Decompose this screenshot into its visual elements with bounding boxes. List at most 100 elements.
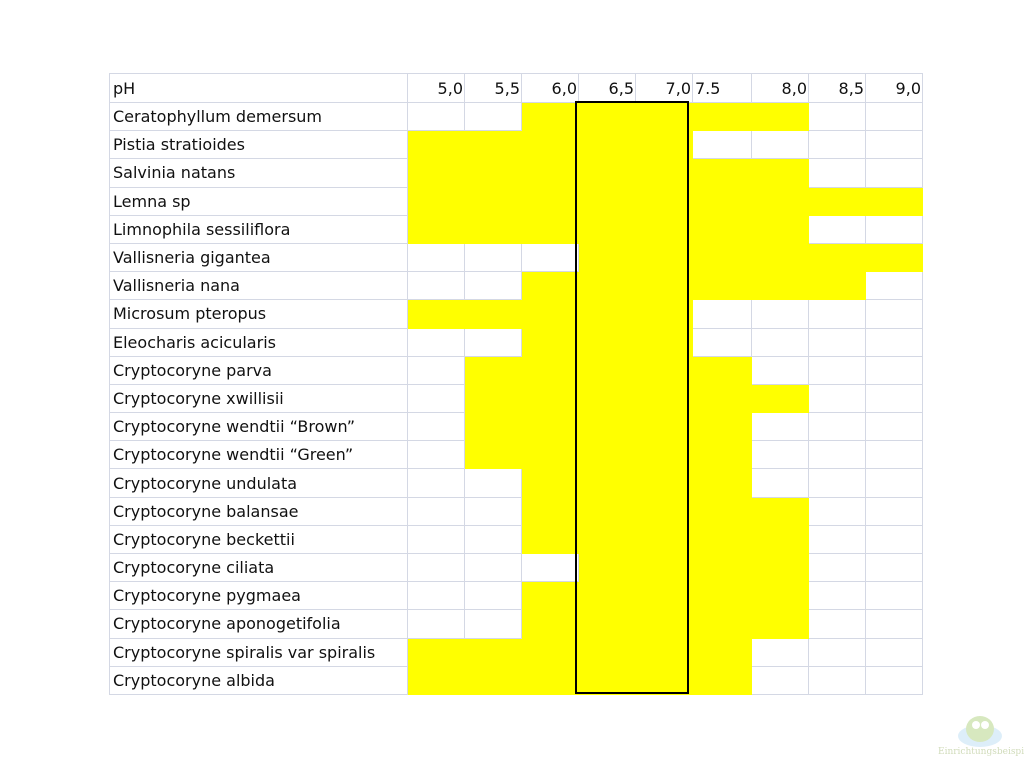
plant-name: Cryptocoryne ciliata [109,552,408,583]
tolerated-cell [521,130,579,160]
tolerated-cell [692,552,752,583]
tolerated-cell [578,158,636,188]
tolerated-cell [635,271,693,301]
empty-cell [464,327,522,357]
tolerated-cell [635,609,693,639]
tolerated-cell [865,242,923,273]
tolerated-cell [635,665,693,695]
empty-cell [464,552,522,583]
header-label: pH [109,73,408,103]
plant-name: Cryptocoryne wendtii “Brown” [109,412,408,442]
tolerated-cell [521,214,579,244]
plant-name: Lemna sp [109,186,408,216]
tolerated-cell [751,496,809,526]
tolerated-cell [578,271,636,301]
empty-cell [865,468,923,498]
tolerated-cell [692,637,752,667]
empty-cell [865,101,923,132]
tolerated-cell [407,637,465,667]
header-row: pH 5,0 5,5 6,0 6,5 7,0 7.5 8,0 8,5 9,0 [109,73,923,103]
tolerated-cell [521,355,579,385]
tolerated-cell [407,130,465,160]
tolerated-cell [521,581,579,611]
tolerated-cell [692,186,752,216]
ph-column-header: 5,0 [407,73,465,103]
table-row: Cryptocoryne aponogetifolia [109,609,923,639]
tolerated-cell [521,158,579,188]
tolerated-cell [578,468,636,498]
tolerated-cell [808,186,866,216]
tolerated-cell [464,412,522,442]
tolerated-cell [635,214,693,244]
table-row: Vallisneria nana [109,271,923,301]
empty-cell [407,242,465,273]
empty-cell [521,242,579,273]
tolerated-cell [578,665,636,695]
empty-cell [751,468,809,498]
empty-cell [865,271,923,301]
empty-cell [865,299,923,329]
tolerated-cell [635,101,693,132]
empty-cell [808,496,866,526]
empty-cell [407,327,465,357]
ph-column-header: 7.5 [692,73,752,103]
empty-cell [808,214,866,244]
tolerated-cell [521,496,579,526]
tolerated-cell [635,496,693,526]
tolerated-cell [578,214,636,244]
tolerated-cell [692,665,752,695]
tolerated-cell [521,101,579,132]
empty-cell [808,412,866,442]
tolerated-cell [464,186,522,216]
empty-cell [808,581,866,611]
tolerated-cell [521,327,579,357]
tolerated-cell [692,101,752,132]
tolerated-cell [407,299,465,329]
empty-cell [808,158,866,188]
tolerated-cell [578,299,636,329]
empty-cell [808,130,866,160]
tolerated-cell [464,637,522,667]
tolerated-cell [578,327,636,357]
tolerated-cell [521,271,579,301]
empty-cell [464,242,522,273]
empty-cell [407,524,465,555]
empty-cell [407,581,465,611]
empty-cell [865,552,923,583]
table-row: Microsum pteropus [109,299,923,329]
tolerated-cell [692,271,752,301]
tolerated-cell [692,609,752,639]
tolerated-cell [578,440,636,470]
table-row: Cryptocoryne wendtii “Brown” [109,412,923,442]
tolerated-cell [464,355,522,385]
tolerated-cell [692,412,752,442]
plant-name: Cryptocoryne wendtii “Green” [109,440,408,470]
empty-cell [407,496,465,526]
empty-cell [407,609,465,639]
empty-cell [407,468,465,498]
empty-cell [751,440,809,470]
empty-cell [464,468,522,498]
empty-cell [808,468,866,498]
empty-cell [751,299,809,329]
empty-cell [865,440,923,470]
tolerated-cell [464,130,522,160]
tolerated-cell [635,440,693,470]
empty-cell [751,355,809,385]
ph-tolerance-table: pH 5,0 5,5 6,0 6,5 7,0 7.5 8,0 8,5 9,0 Ceratophyll… [109,73,923,695]
plant-name: Pistia stratioides [109,130,408,160]
tolerated-cell [578,130,636,160]
plant-name: Cryptocoryne albida [109,665,408,695]
empty-cell [407,271,465,301]
empty-cell [464,496,522,526]
tolerated-cell [521,637,579,667]
tolerated-cell [751,271,809,301]
table-row: Limnophila sessiliflora [109,214,923,244]
table-row: Cryptocoryne wendtii “Green” [109,440,923,470]
tolerated-cell [635,355,693,385]
tolerated-cell [692,383,752,414]
tolerated-cell [464,158,522,188]
tolerated-cell [578,412,636,442]
tolerated-cell [635,242,693,273]
plant-name: Cryptocoryne pygmaea [109,581,408,611]
